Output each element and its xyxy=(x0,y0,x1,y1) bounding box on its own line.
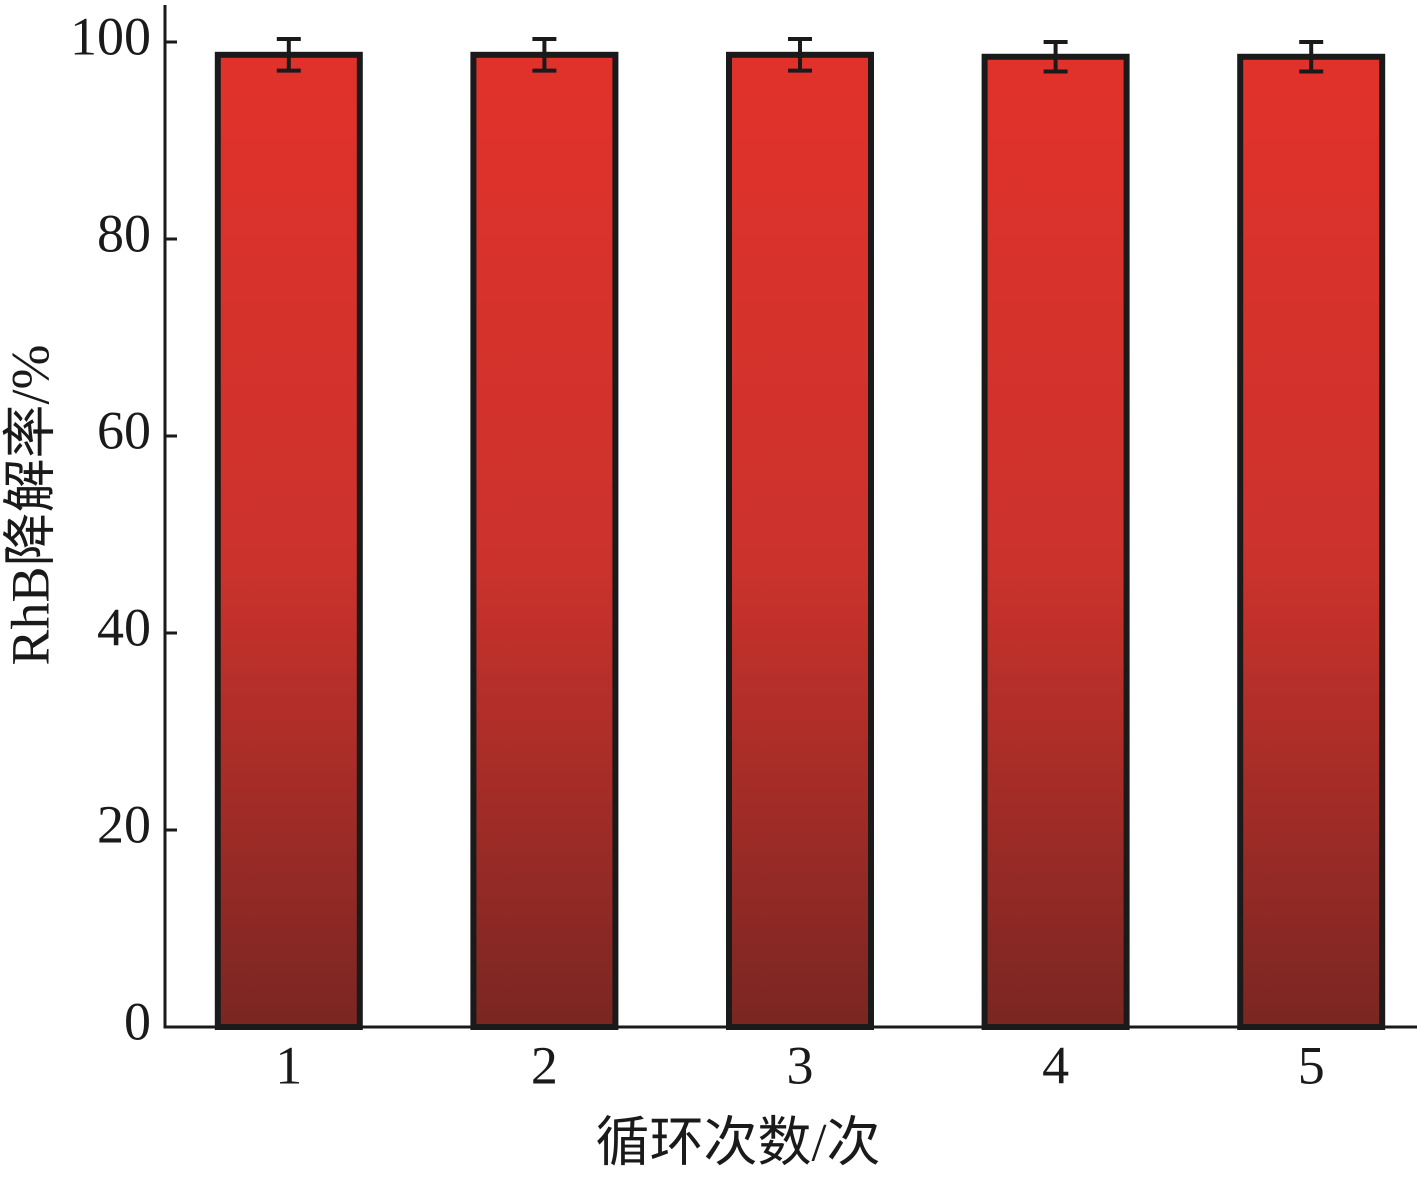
y-tick-label: 60 xyxy=(97,400,151,460)
y-tick-label: 40 xyxy=(97,597,151,657)
y-tick-label: 100 xyxy=(70,6,151,66)
bar xyxy=(470,51,619,1031)
bar xyxy=(1237,53,1386,1030)
bar xyxy=(981,53,1130,1030)
x-tick-label: 3 xyxy=(787,1035,814,1095)
y-tick-label: 20 xyxy=(97,794,151,854)
bar xyxy=(726,51,874,1031)
x-tick-label: 5 xyxy=(1298,1035,1325,1095)
x-tick-label: 4 xyxy=(1042,1035,1069,1095)
x-tick-label: 2 xyxy=(531,1035,558,1095)
y-axis-label: RhB降解率/% xyxy=(0,344,60,665)
x-axis-label: 循环次数/次 xyxy=(595,1112,880,1172)
y-tick-label: 80 xyxy=(97,203,151,263)
y-tick-label: 0 xyxy=(124,991,151,1051)
x-tick-label: 1 xyxy=(275,1035,302,1095)
bar xyxy=(214,51,363,1031)
